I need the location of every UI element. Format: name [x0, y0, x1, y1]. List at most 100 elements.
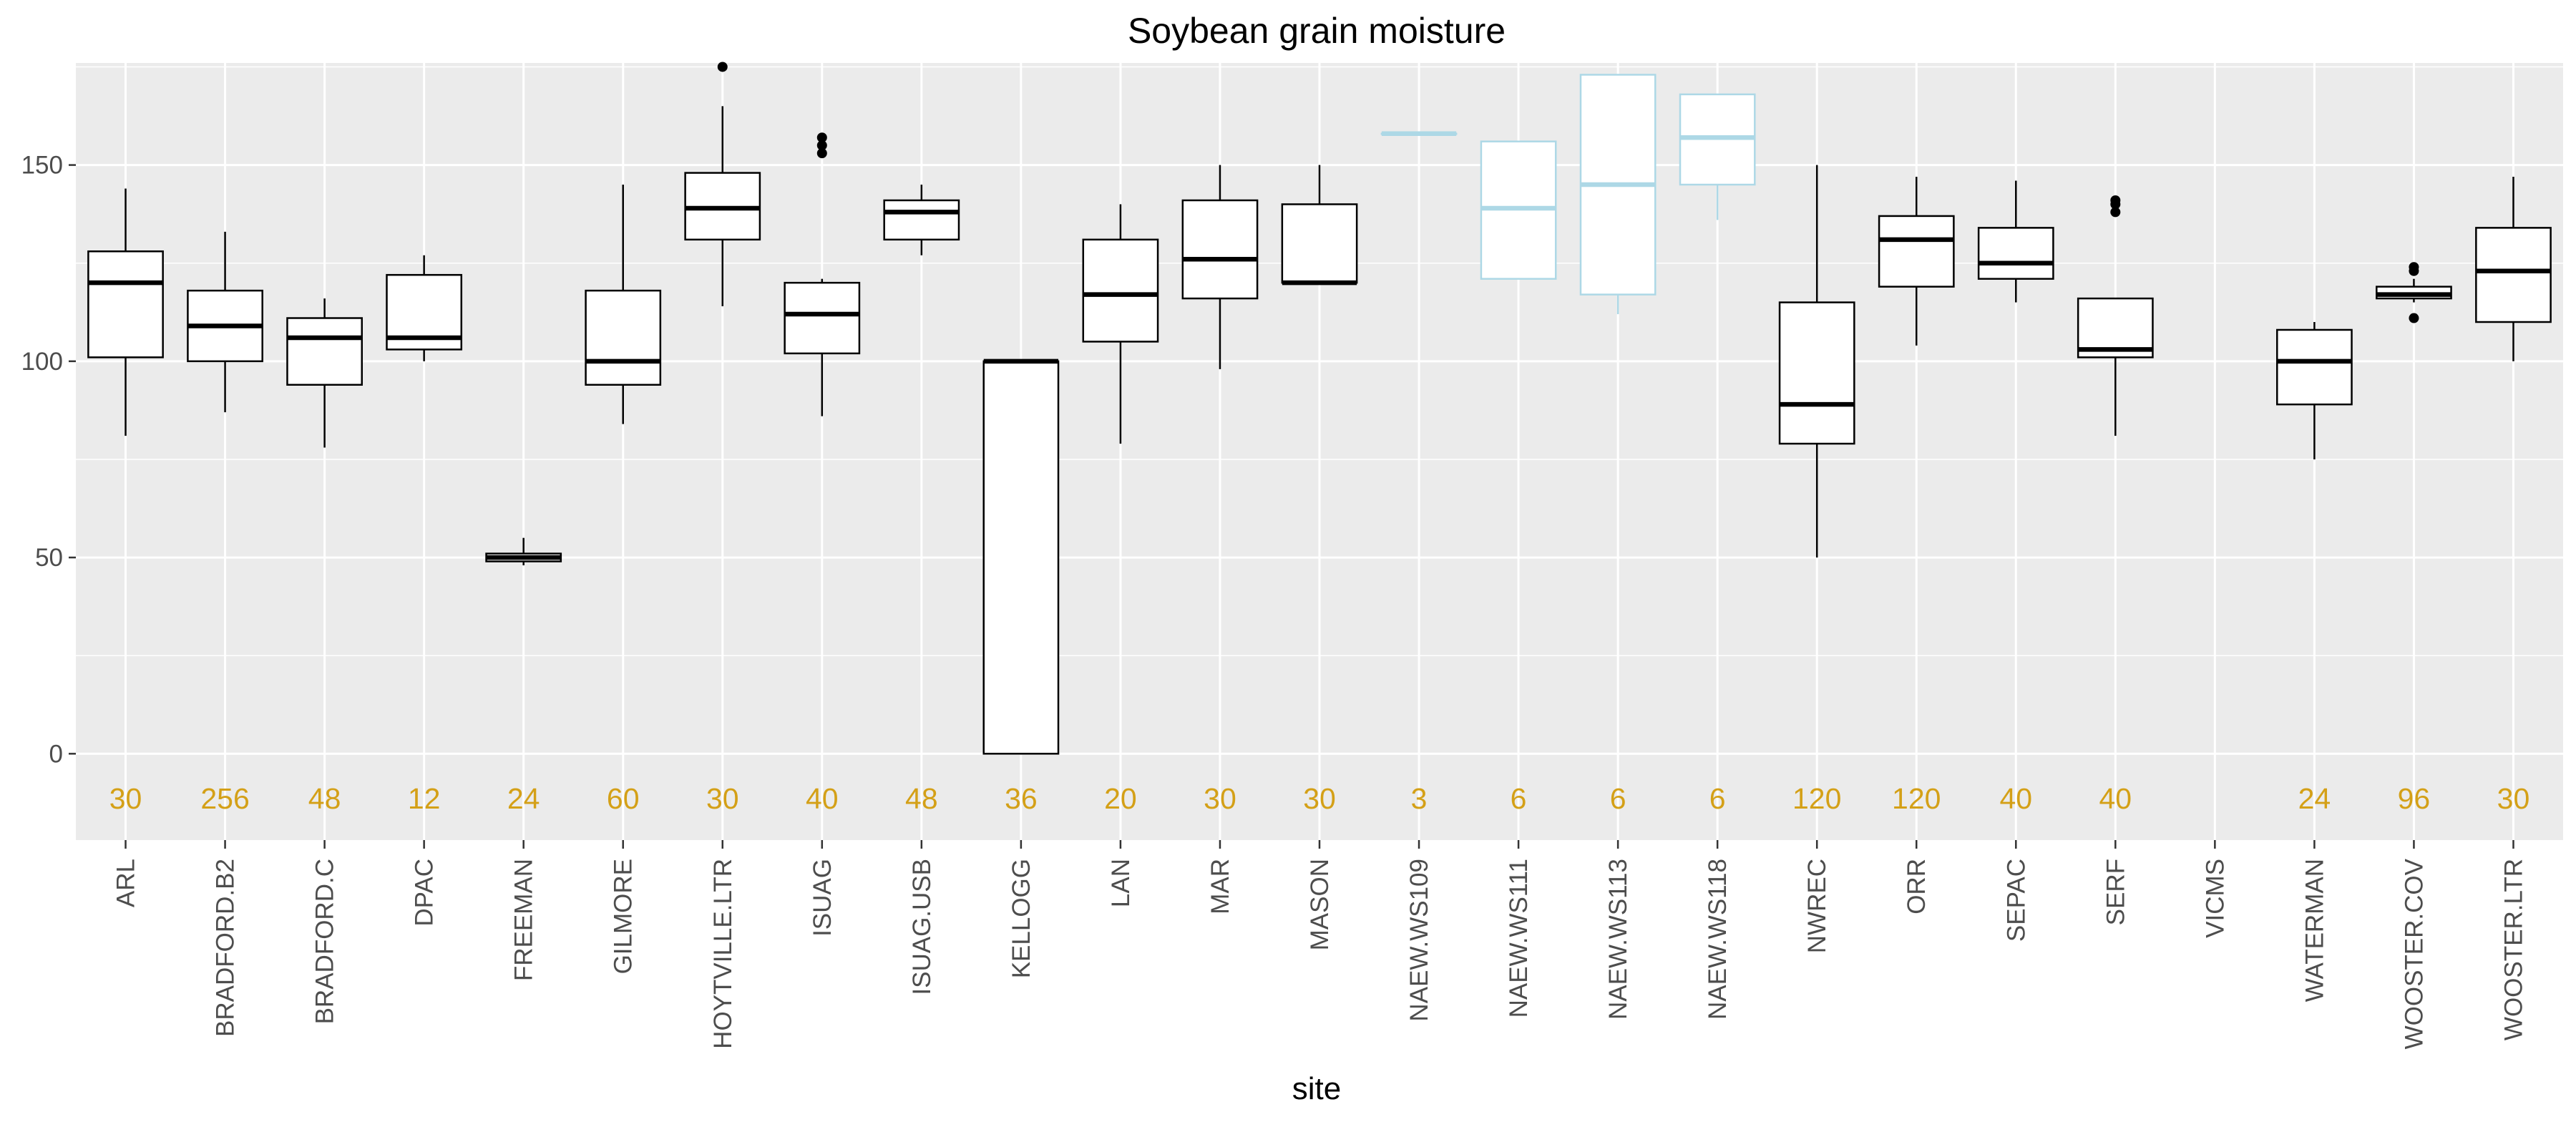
count-label: 24 [507, 782, 540, 815]
box-plot-arl [87, 188, 164, 436]
box-body [784, 281, 861, 355]
count-label: 40 [2099, 782, 2132, 815]
x-tick-label: NWREC [1803, 859, 1831, 953]
count-label: 30 [1303, 782, 1336, 815]
x-tick-label: BRADFORD.C [311, 859, 339, 1024]
x-tick-label: FREEMAN [510, 859, 538, 981]
box-body [2276, 328, 2353, 406]
x-tick-label: WOOSTER.COV [2400, 858, 2428, 1049]
x-tick-label: NAEW.WS111 [1505, 859, 1533, 1018]
count-label: 40 [1999, 782, 2032, 815]
x-tick-label: VICMS [2201, 859, 2229, 938]
box-plot-mar [1181, 165, 1259, 369]
count-labels: 30 256 48 12 24 60 30 40 48 36 20 30 30 3 6 6 6 120 120 40 4… [109, 782, 2530, 815]
x-tick-label: DPAC [411, 859, 439, 927]
box-body [1778, 301, 1855, 445]
box-plot-hoytville-ltr [684, 62, 761, 307]
count-label: 12 [408, 782, 441, 815]
x-axis-title: site [1292, 1071, 1341, 1106]
box-plot-waterman [2276, 322, 2353, 459]
box-plot-lan [1082, 204, 1159, 444]
box-plot-orr [1878, 177, 1955, 346]
box-plot-nwrec [1778, 165, 1855, 558]
box-plot-gilmore [585, 185, 662, 424]
box-plot-bradford-b2 [187, 231, 263, 413]
box-body [883, 199, 960, 241]
count-label: 30 [1204, 782, 1236, 815]
x-tick-label: NAEW.WS113 [1604, 859, 1632, 1020]
x-tick-label: LAN [1107, 859, 1135, 907]
outlier-point [816, 140, 827, 151]
count-label: 6 [1511, 782, 1527, 815]
count-label: 24 [2298, 782, 2331, 815]
box-body [87, 250, 164, 358]
box-plot-bradford-c [286, 298, 363, 448]
box-body [2475, 227, 2552, 323]
x-tick-label: MAR [1206, 859, 1234, 914]
box-plot-kellogg [982, 358, 1060, 755]
box-plot-naew-ws118 [1679, 93, 1756, 220]
count-label: 256 [200, 782, 249, 815]
x-tick-label: KELLOGG [1008, 859, 1035, 978]
count-label: 6 [1709, 782, 1726, 815]
x-axis: ARL BRADFORD.B2 BRADFORD.C DPAC FREEMAN GILMO… [112, 840, 2527, 1049]
x-tick-label: ORR [1903, 859, 1931, 914]
box-plot-wooster-ltr [2475, 177, 2552, 361]
x-tick-label: NAEW.WS109 [1405, 859, 1433, 1022]
box-plot-serf [2077, 195, 2154, 436]
box-body [1181, 199, 1259, 300]
box-plot-isuag-usb [883, 185, 960, 255]
count-label: 48 [905, 782, 938, 815]
x-tick-label: SEPAC [2002, 859, 2030, 942]
count-label: 40 [806, 782, 839, 815]
count-label: 48 [308, 782, 341, 815]
count-label: 3 [1411, 782, 1428, 815]
count-label: 120 [1792, 782, 1841, 815]
box-body [982, 360, 1060, 755]
chart-title: Soybean grain moisture [1128, 11, 1506, 51]
count-label: 60 [607, 782, 640, 815]
box-plot-naew-ws111 [1480, 140, 1557, 280]
count-label: 6 [1610, 782, 1626, 815]
box-plot-naew-ws109 [1380, 131, 1458, 136]
x-tick-label: HOYTVILLE.LTR [709, 859, 737, 1049]
count-label: 20 [1104, 782, 1137, 815]
x-tick-label: GILMORE [610, 859, 638, 974]
x-tick-label: SERF [2102, 859, 2129, 925]
box-plot-isuag [784, 132, 861, 416]
y-axis: 0 50 100 150 [21, 152, 76, 768]
box-body [286, 317, 363, 386]
count-label: 30 [706, 782, 739, 815]
count-label: 120 [1892, 782, 1941, 815]
box-plot-mason [1281, 165, 1358, 286]
box-plot-freeman [485, 537, 562, 566]
y-tick-label: 50 [35, 544, 63, 572]
box-plot-wooster-cov [2376, 262, 2452, 323]
box-plot-naew-ws113 [1579, 74, 1657, 315]
x-tick-label: ISUAG.USB [908, 859, 936, 995]
outlier-point [2409, 313, 2419, 323]
y-tick-label: 0 [49, 740, 63, 768]
outlier-point [2409, 262, 2419, 273]
count-label: 36 [1005, 782, 1038, 815]
x-tick-label: BRADFORD.B2 [212, 859, 240, 1037]
box-plots [87, 62, 2552, 755]
count-label: 30 [2497, 782, 2530, 815]
box-body [1281, 203, 1358, 284]
x-tick-label: NAEW.WS118 [1704, 859, 1732, 1020]
outlier-point [2110, 207, 2121, 218]
x-tick-label: WOOSTER.LTR [2499, 859, 2527, 1040]
box-body [1082, 238, 1159, 343]
outlier-point [2110, 195, 2121, 205]
x-tick-label: ISUAG [809, 859, 836, 937]
box-body [1878, 215, 1955, 288]
outlier-point [717, 62, 728, 72]
outlier-point [816, 148, 827, 159]
box-body [1977, 227, 2054, 280]
x-tick-label: WATERMAN [2301, 859, 2328, 1002]
count-label: 96 [2398, 782, 2431, 815]
x-tick-label: MASON [1306, 859, 1334, 950]
count-label: 30 [109, 782, 142, 815]
y-tick-label: 100 [21, 348, 63, 376]
